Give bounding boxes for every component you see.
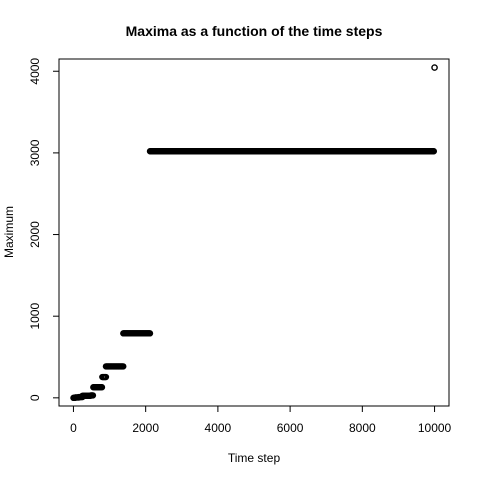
plot-frame [58,58,450,407]
y-axis-label: Maximum [2,206,16,258]
data-point [146,330,154,337]
x-axis: 0 2000 4000 6000 8000 10000 [70,405,452,435]
data-point [102,373,110,381]
x-tick-label: 0 [70,421,77,435]
data-point [98,384,106,391]
data-point [431,64,438,71]
y-tick-label: 3000 [28,139,42,166]
y-tick-label: 4000 [28,58,42,85]
x-tick-label: 6000 [277,421,304,435]
data-point [120,363,127,370]
x-tick-label: 2000 [132,421,159,435]
data-point [89,392,97,399]
x-tick-label: 4000 [205,421,232,435]
x-axis-label: Time step [228,451,281,465]
y-tick-label: 1000 [28,303,42,330]
chart-title: Maxima as a function of the time steps [126,23,383,39]
y-tick-label: 0 [28,394,42,401]
data-points [70,64,438,402]
data-point [430,148,438,155]
x-tick-label: 8000 [349,421,376,435]
y-axis: 0 1000 2000 3000 4000 [28,58,60,401]
y-tick-label: 2000 [28,221,42,248]
x-tick-label: 10000 [418,421,452,435]
